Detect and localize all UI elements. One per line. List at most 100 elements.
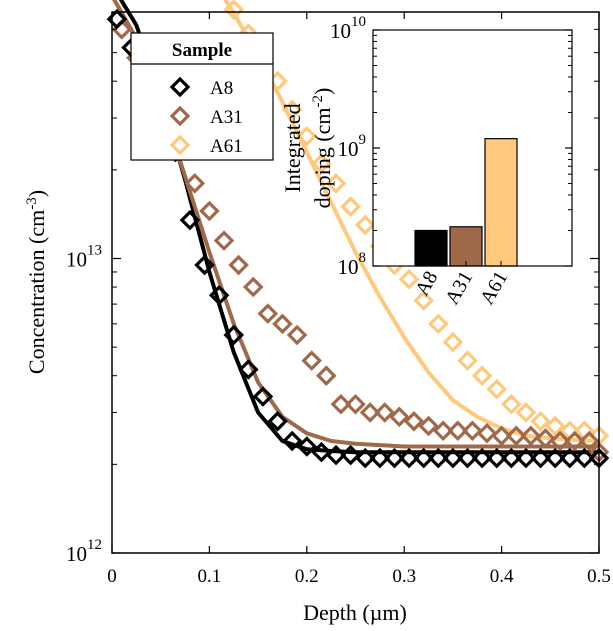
bar-a8 — [414, 229, 448, 267]
marker-a61 — [413, 290, 434, 311]
marker-a31 — [330, 393, 352, 415]
marker-a61 — [428, 313, 449, 335]
marker-a8 — [223, 324, 245, 346]
legend-label-a8: A8 — [210, 78, 233, 99]
fit-line-a61 — [223, 0, 600, 443]
marker-a8 — [369, 447, 391, 469]
marker-a31 — [228, 254, 249, 276]
marker-a31 — [345, 393, 366, 415]
marker-a31 — [257, 303, 279, 324]
inset-x-tick-label: A61 — [476, 268, 512, 309]
y-axis-label-exp: -3 — [24, 197, 40, 210]
marker-a31 — [286, 324, 308, 346]
marker-a31 — [491, 425, 512, 447]
marker-a8 — [457, 447, 478, 469]
marker-a61 — [281, 99, 303, 120]
marker-a31 — [564, 430, 585, 452]
marker-a61 — [457, 350, 478, 371]
inset-x-tick-label: A31 — [441, 268, 477, 309]
marker-a61 — [223, 0, 245, 20]
legend-label-a61: A61 — [210, 136, 243, 157]
marker-a8 — [384, 447, 405, 469]
bar-a31 — [449, 226, 483, 267]
marker-a8 — [471, 447, 493, 469]
marker-a31 — [432, 420, 454, 442]
marker-a8 — [179, 209, 201, 231]
marker-a8 — [501, 447, 522, 469]
marker-a61 — [515, 402, 537, 423]
x-tick-label: 0.1 — [198, 566, 222, 587]
inset-y-axis-label-line2: doping (cm-2) — [310, 88, 335, 209]
legend: Sample A8 A31 A61 — [130, 32, 274, 161]
marker-a61 — [311, 153, 332, 174]
marker-a31 — [462, 420, 483, 442]
marker-a31 — [316, 365, 337, 386]
marker-a31 — [359, 402, 381, 423]
marker-a8 — [208, 285, 230, 306]
marker-a8 — [340, 444, 361, 466]
marker-a61 — [325, 173, 347, 194]
legend-marker-a8 — [169, 76, 191, 98]
marker-a31 — [549, 430, 571, 452]
x-tick-label: 0 — [107, 566, 117, 587]
marker-a8 — [354, 447, 376, 469]
marker-a61 — [296, 126, 318, 147]
inset-y-axis-label-exp: -2 — [310, 95, 326, 108]
x-tick-label: 0.2 — [295, 566, 319, 587]
y-axis-label-main: Concentration (cm — [24, 210, 49, 374]
marker-a61 — [544, 415, 566, 437]
main-axes: 00.10.20.30.40.51012101310141015 — [66, 12, 611, 587]
inset-y-axis-label-close: ) — [310, 88, 335, 95]
x-tick-label: 0.4 — [490, 566, 514, 587]
marker-a8 — [238, 359, 259, 380]
inset-x-tick-label: A8 — [411, 268, 442, 300]
marker-a31 — [418, 415, 439, 437]
marker-a8 — [559, 447, 581, 469]
marker-a31 — [374, 402, 395, 423]
marker-a61 — [501, 393, 522, 415]
marker-a8 — [325, 444, 347, 466]
legend-box — [130, 32, 274, 161]
marker-a31 — [389, 406, 410, 428]
marker-a8 — [486, 447, 507, 469]
x-tick-label: 0.3 — [392, 566, 416, 587]
marker-a8 — [194, 254, 215, 276]
marker-a31 — [213, 230, 235, 251]
bar-a61 — [484, 138, 518, 267]
marker-a31 — [272, 313, 293, 335]
y-axis-label-close: ) — [24, 190, 49, 197]
marker-a8 — [544, 447, 566, 469]
legend-marker-a31 — [169, 105, 191, 127]
marker-a61 — [530, 411, 551, 432]
marker-a61 — [354, 214, 376, 236]
inset-y-tick-label: 109 — [338, 132, 367, 161]
marker-a8 — [428, 447, 449, 469]
x-axis-label: Depth (µm) — [303, 600, 407, 625]
marker-a31 — [505, 425, 527, 447]
inset-bars — [414, 138, 518, 267]
marker-a8 — [398, 447, 420, 469]
marker-a8 — [296, 436, 318, 457]
inset-y-axis-label-main: doping (cm — [310, 108, 335, 209]
marker-a8 — [413, 447, 434, 469]
marker-a61 — [486, 378, 507, 400]
inset-y-axis-label-line1: Integrated — [280, 103, 305, 192]
marker-a61 — [471, 365, 493, 386]
marker-a31 — [535, 428, 556, 449]
marker-a31 — [578, 430, 600, 452]
marker-a8 — [530, 447, 551, 469]
marker-a31 — [184, 173, 206, 194]
marker-a31 — [520, 425, 542, 447]
marker-a8 — [311, 441, 332, 463]
marker-a61 — [442, 331, 464, 353]
y-axis-label: Concentration (cm-3) — [24, 190, 49, 374]
marker-a31 — [403, 411, 425, 432]
marker-a61 — [340, 196, 361, 217]
x-tick-label: 0.5 — [587, 566, 611, 587]
marker-a8 — [442, 447, 464, 469]
inset-y-tick-label: 108 — [338, 250, 367, 279]
legend-marker-a61 — [169, 134, 191, 156]
marker-a31 — [447, 420, 469, 442]
marker-a8 — [281, 430, 303, 452]
